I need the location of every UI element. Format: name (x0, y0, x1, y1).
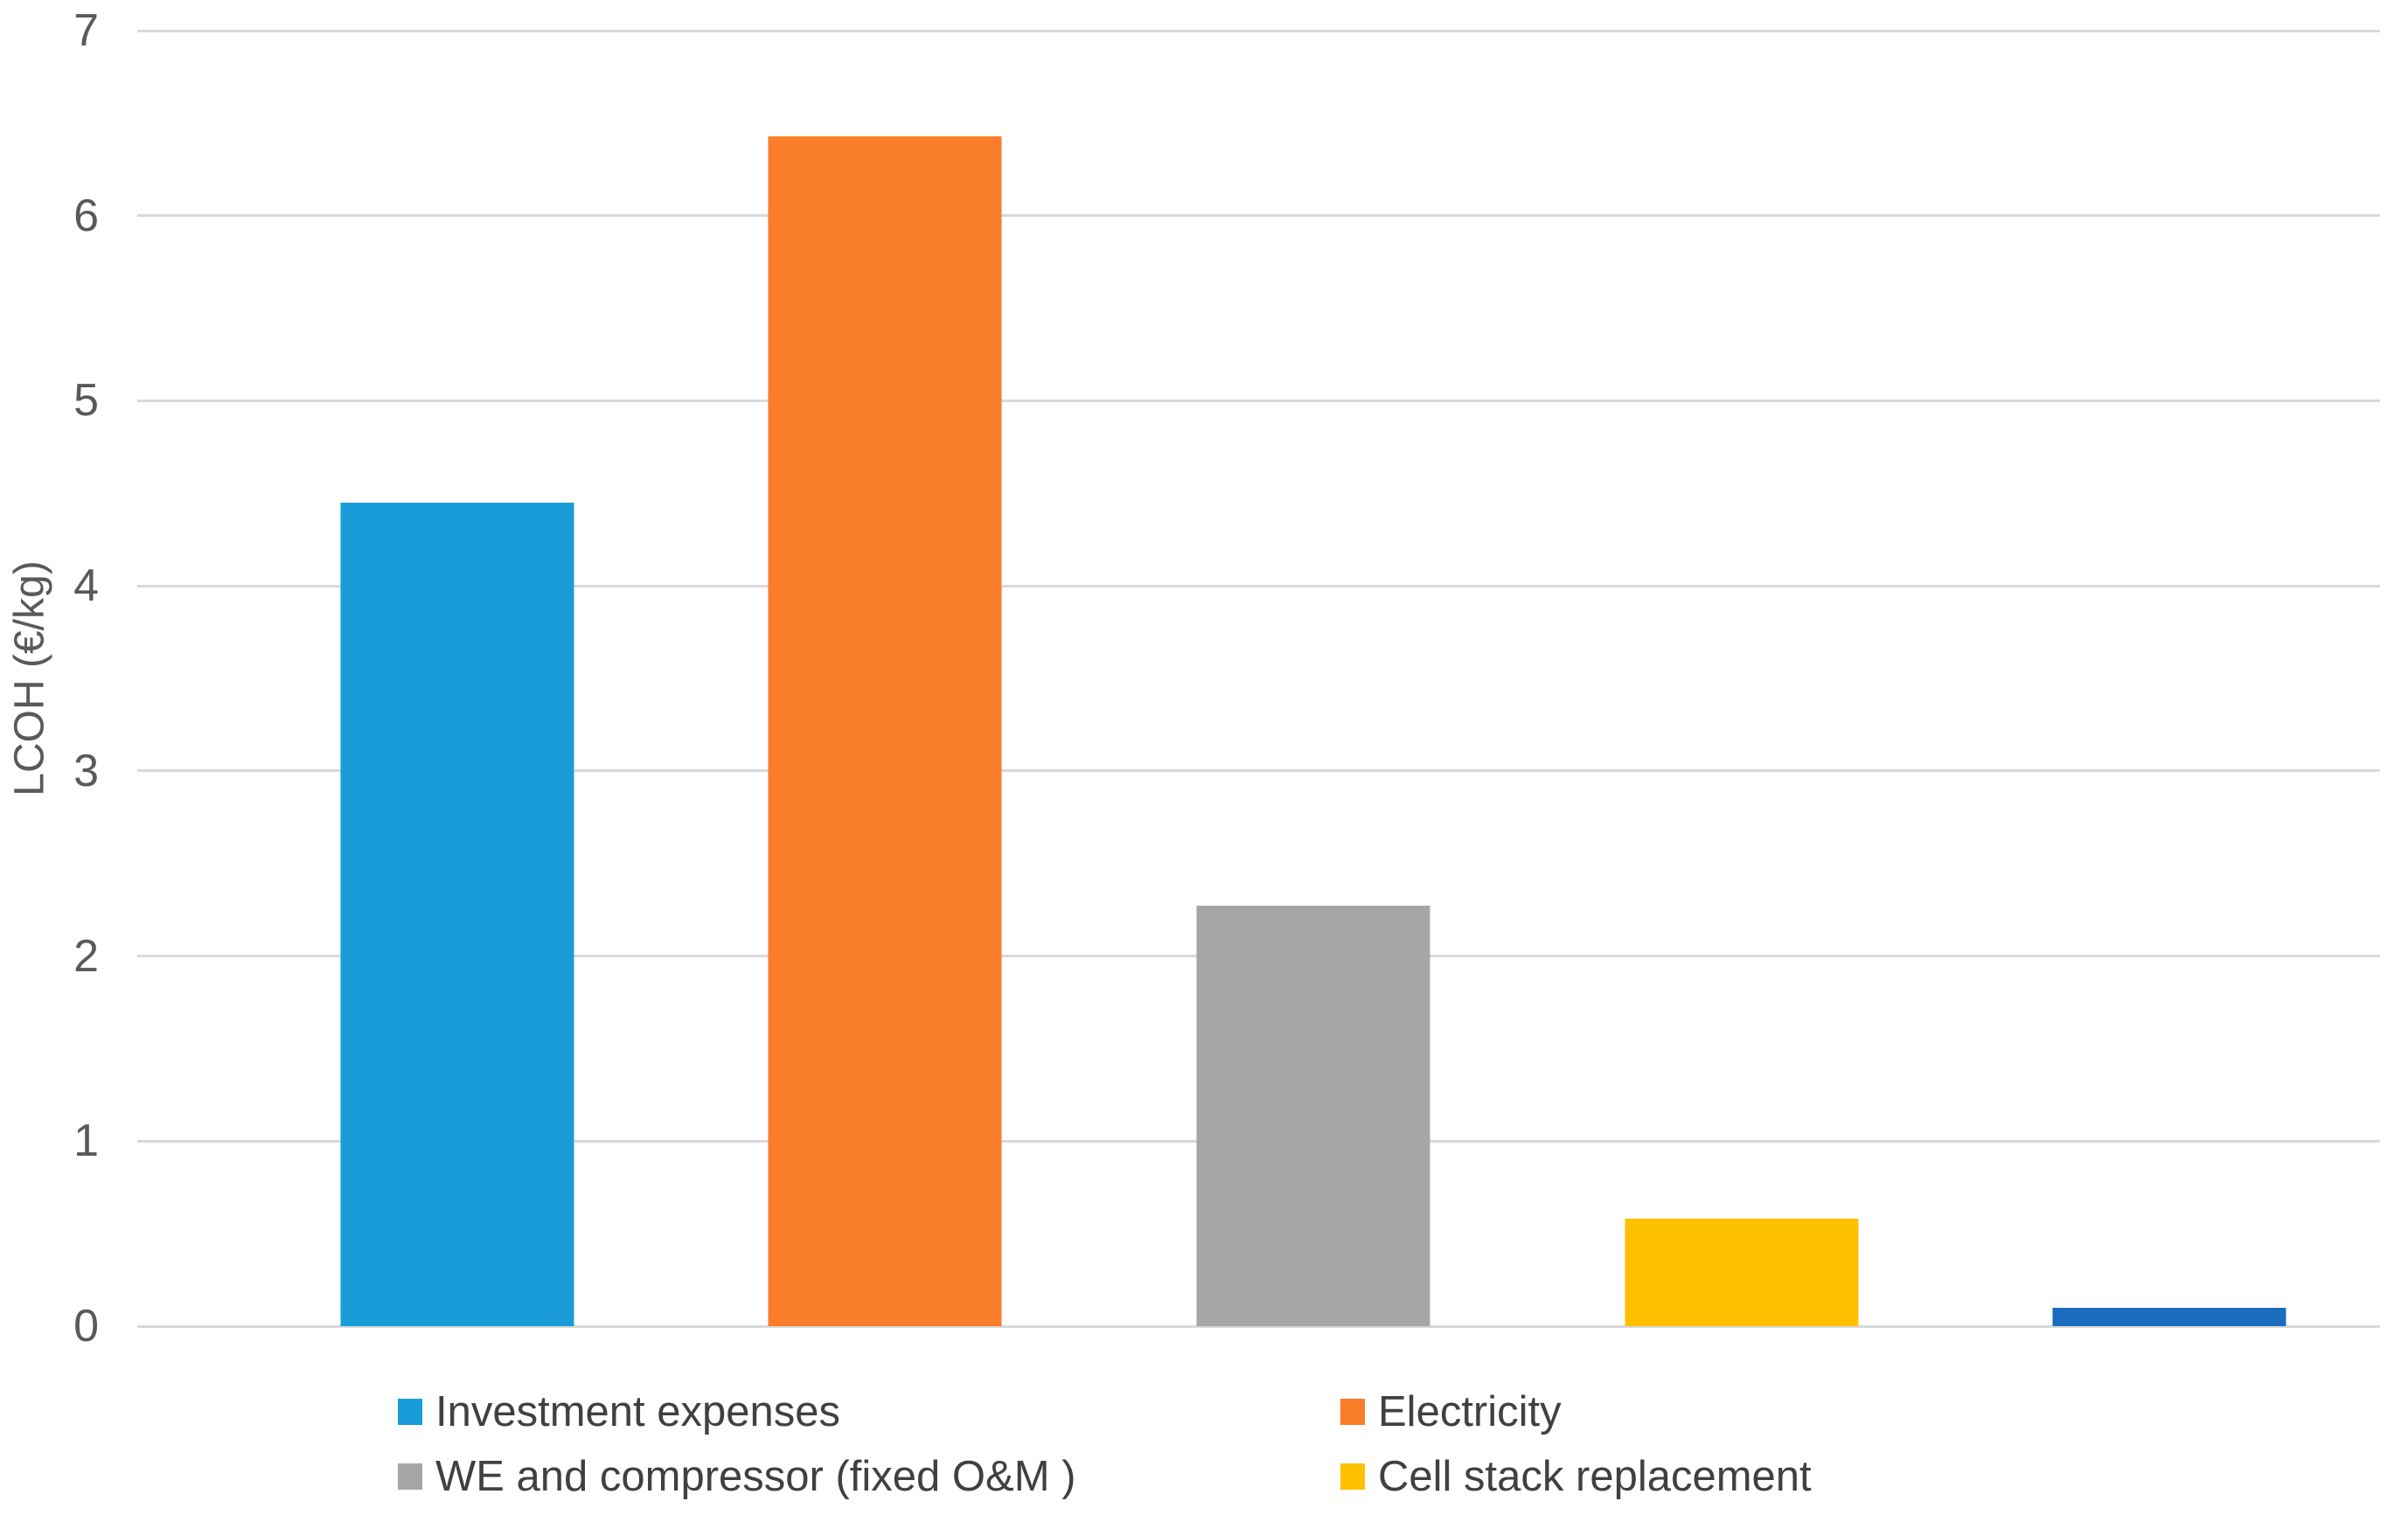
legend-swatch-icon (1340, 1399, 1365, 1425)
y-tick-label-7: 7 (73, 5, 99, 56)
bar-cell-2 (1099, 31, 1528, 1326)
plot-area-bars (243, 31, 2384, 1326)
bar-cell-0 (243, 31, 672, 1326)
gridline-y-3 (137, 769, 2380, 773)
y-tick-label-4: 4 (73, 560, 99, 612)
bar-electricity (768, 136, 1002, 1326)
legend-swatch-icon (1340, 1463, 1365, 1490)
gridline-y-0 (137, 1324, 2380, 1328)
bar-cell-3 (1528, 31, 1956, 1326)
y-tick-label-2: 2 (73, 930, 99, 982)
legend-swatch-icon (398, 1463, 422, 1490)
y-tick-label-0: 0 (73, 1301, 99, 1352)
legend-item-investment-expenses: Investment expenses (398, 1385, 840, 1439)
bar-cell-stack-replacement (1625, 1219, 1859, 1326)
gridline-y-5 (137, 399, 2380, 402)
legend-item-we-and-compressor-fixed-o-m: WE and compressor (fixed O&M ) (398, 1449, 1075, 1504)
legend-label: WE and compressor (fixed O&M ) (435, 1453, 1076, 1500)
gridline-y-7 (137, 29, 2380, 32)
bar-unlabeled (2052, 1307, 2286, 1326)
gridline-y-4 (137, 584, 2380, 587)
y-tick-label-6: 6 (73, 190, 99, 241)
bar-investment-expenses (340, 502, 574, 1326)
bar-we-and-compressor-fixed-o-m (1196, 906, 1430, 1326)
legend-label: Investment expenses (435, 1388, 841, 1435)
y-tick-label-1: 1 (73, 1115, 99, 1167)
y-tick-label-3: 3 (73, 745, 99, 796)
gridline-y-6 (137, 214, 2380, 218)
bar-cell-1 (672, 31, 1100, 1326)
legend-label: Cell stack replacement (1378, 1453, 1812, 1500)
bar-cell-4 (1955, 31, 2384, 1326)
y-axis-tick-labels: 0 1 2 3 4 5 6 7 (0, 5, 99, 1352)
y-tick-label-5: 5 (73, 375, 99, 427)
legend-item-electricity: Electricity (1340, 1385, 1562, 1439)
legend-item-cell-stack-replacement: Cell stack replacement (1340, 1449, 1812, 1504)
legend-label: Electricity (1378, 1388, 1562, 1435)
legend-swatch-icon (398, 1399, 422, 1425)
